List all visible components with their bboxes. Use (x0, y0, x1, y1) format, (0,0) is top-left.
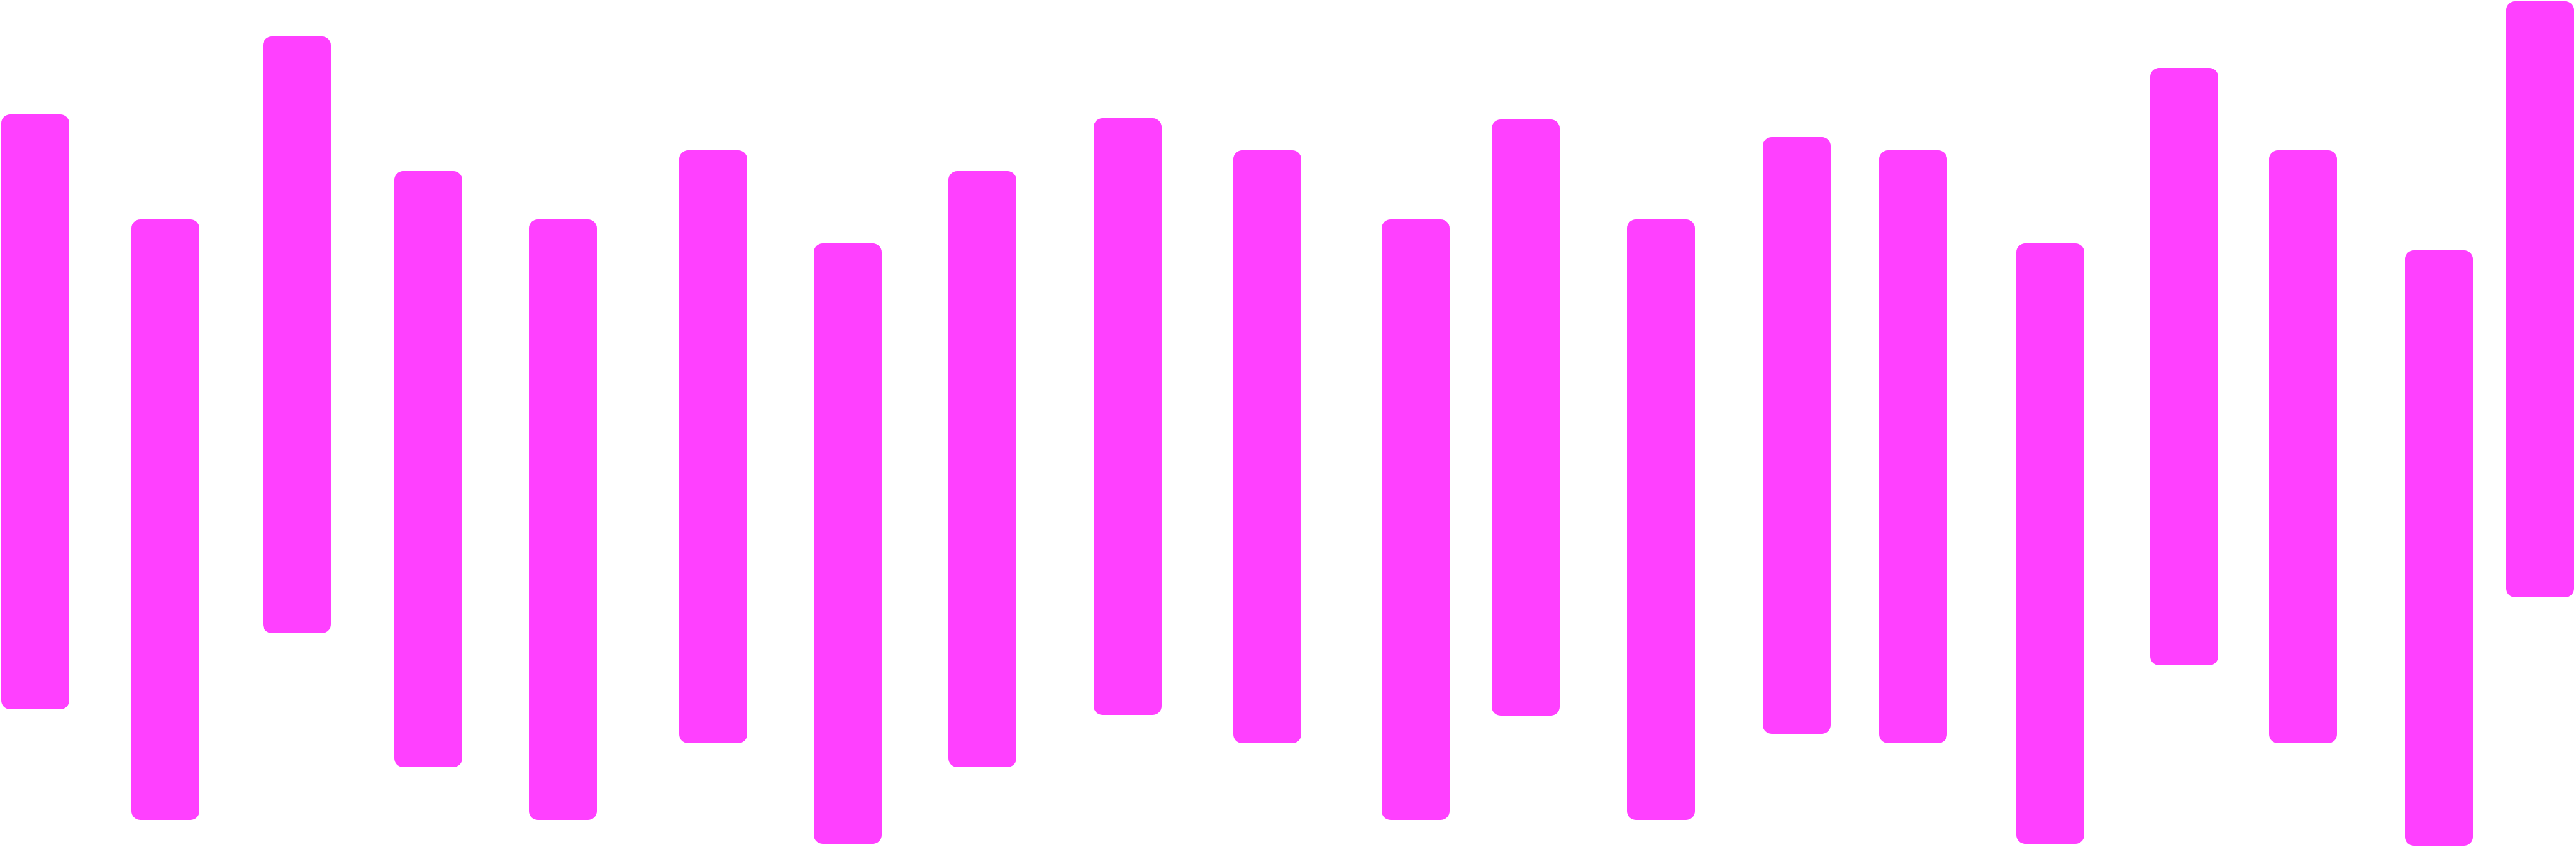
waveform-bar-11 (1382, 219, 1450, 820)
waveform-bar-2 (131, 219, 199, 820)
waveform-bar-4 (394, 171, 462, 767)
waveform-bar-5 (529, 219, 597, 820)
waveform-bar-14 (1763, 137, 1831, 734)
waveform-bar-7 (814, 243, 882, 844)
waveform-bar-12 (1492, 119, 1560, 716)
waveform-bar-20 (2506, 1, 2574, 597)
waveform-bar-16 (2016, 243, 2084, 844)
waveform-bar-15 (1879, 150, 1947, 743)
waveform-bar-6 (679, 150, 747, 743)
waveform-bar-10 (1233, 150, 1301, 743)
waveform-bar-3 (263, 36, 331, 633)
waveform-bar-9 (1094, 118, 1162, 715)
waveform-bar-13 (1627, 219, 1695, 820)
waveform-bar-8 (948, 171, 1016, 767)
waveform-bar-1 (1, 114, 69, 709)
waveform-bar-19 (2405, 250, 2473, 846)
waveform-bar-18 (2269, 150, 2337, 743)
waveform-bar-17 (2150, 68, 2218, 665)
